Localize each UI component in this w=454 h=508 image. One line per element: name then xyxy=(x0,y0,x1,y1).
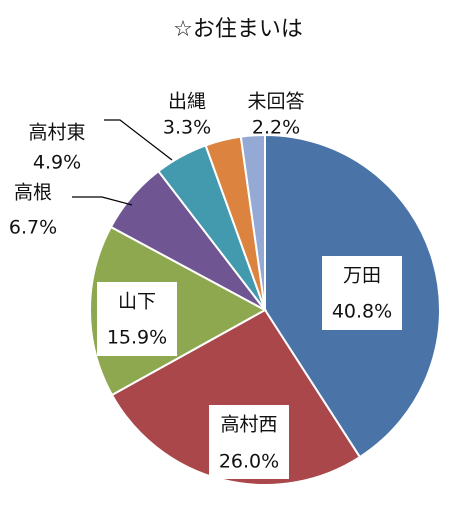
slice-label: 万田 xyxy=(343,265,381,287)
label-box xyxy=(97,282,177,356)
labels: 万田 40.8% 高村西 26.0% 山下 15.9% 高根 6.7% 高村東 4.9% 出縄 3.3… xyxy=(9,91,402,479)
slice-label: 高村東 xyxy=(28,122,85,144)
value-label: 2.2% xyxy=(252,117,300,139)
value-label: 4.9% xyxy=(33,152,81,174)
value-label: 40.8% xyxy=(332,301,392,323)
slice-label: 高根 xyxy=(14,182,52,204)
leader-line xyxy=(72,196,133,206)
slice xyxy=(239,133,266,311)
slice-label: 山下 xyxy=(118,291,156,313)
label-box xyxy=(209,405,289,479)
slice xyxy=(110,308,362,486)
value-label: 26.0% xyxy=(219,451,279,473)
label-box xyxy=(322,256,402,330)
slice-label: 未回答 xyxy=(247,91,304,113)
slice-label: 出縄 xyxy=(168,91,206,113)
slice-label: 高村西 xyxy=(220,414,277,436)
leader-line xyxy=(104,119,173,161)
value-label: 3.3% xyxy=(163,117,211,139)
value-label: 6.7% xyxy=(9,217,57,239)
chart-title: ☆お住まいは xyxy=(173,17,303,42)
value-label: 15.9% xyxy=(107,327,167,349)
